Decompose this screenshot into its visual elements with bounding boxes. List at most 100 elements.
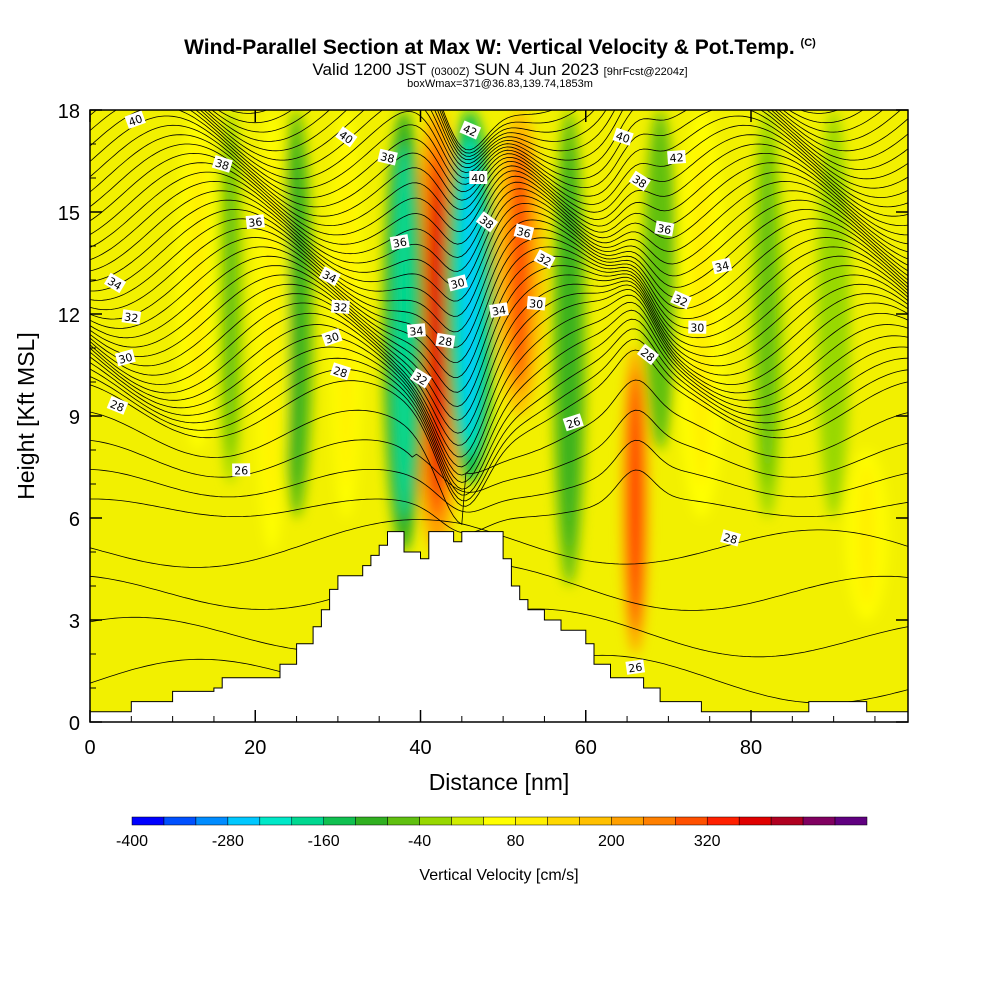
colorbar-swatch-3: [227, 816, 261, 826]
theta-contour-8: [90, 309, 908, 483]
colorbar-tick-0: -400: [116, 833, 148, 850]
theta-contour-32: [90, 110, 908, 189]
theta-label-32: 32: [670, 290, 692, 310]
colorbar-swatch-1: [163, 816, 197, 826]
theta-contour-29: [90, 134, 908, 217]
theta-label-bg-35: [720, 529, 741, 547]
theta-label-text-10: 36: [392, 235, 408, 250]
colorbar-swatch-2: [195, 816, 229, 826]
velocity-core-3-1: [462, 156, 478, 438]
theta-label-text-25: 30: [529, 297, 544, 311]
theta-label-33: 30: [688, 320, 707, 335]
theta-label-text-23: 34: [491, 304, 507, 319]
colorbar-swatch-4: [259, 816, 293, 826]
y-axis-label: Height [Kft MSL]: [13, 332, 39, 499]
colorbar-tick-6: 320: [694, 833, 721, 850]
theta-label-bg-7: [232, 463, 251, 477]
theta-contour-17: [90, 246, 908, 378]
theta-label-text-20: 40: [471, 172, 485, 185]
colorbar-swatch-0: [131, 816, 165, 826]
theta-label-text-2: 36: [248, 216, 263, 230]
colorbar-swatch-19: [738, 816, 772, 826]
theta-label-bg-28: [667, 149, 686, 165]
colorbar-swatch-18: [706, 816, 740, 826]
theta-label-16: 32: [409, 367, 432, 389]
theta-contour-13: [90, 280, 908, 434]
theta-label-bg-26: [562, 413, 584, 432]
theta-label-22: 36: [513, 223, 535, 241]
theta-contour-28: [90, 143, 908, 227]
theta-contour-33: [90, 110, 908, 180]
x-tick-label-0: 0: [84, 737, 95, 759]
theta-label-bg-29: [628, 170, 651, 192]
y-tick-label-6: 18: [58, 101, 80, 123]
theta-label-text-6: 28: [108, 398, 126, 415]
velocity-core-11-0: [263, 143, 281, 519]
theta-contour-4: [90, 349, 908, 507]
colorbar-swatch-21: [802, 816, 836, 826]
theta-contour-36: [203, 110, 908, 164]
colorbar-tick-5: 200: [598, 833, 625, 850]
x-tick-label-2: 40: [409, 737, 431, 759]
colorbar-tick-3: -40: [408, 833, 431, 850]
theta-label-bg-4: [121, 309, 142, 325]
x-tick-label-4: 80: [740, 737, 762, 759]
velocity-core-10-0: [187, 135, 208, 425]
theta-label-text-7: 26: [234, 464, 248, 477]
theta-label-bg-27: [612, 127, 634, 146]
velocity-core-6-0: [560, 145, 578, 551]
theta-label-20: 40: [469, 171, 488, 185]
chart-title: Wind-Parallel Section at Max W: Vertical…: [0, 36, 1000, 60]
colorbar-swatch-22: [834, 816, 868, 826]
theta-contour-11: [90, 288, 908, 458]
theta-label-text-1: 38: [213, 157, 230, 174]
theta-label-30: 36: [654, 220, 675, 237]
theta-label-3: 34: [103, 272, 127, 294]
theta-label-bg-20: [469, 171, 488, 184]
colorbar-swatch-13: [547, 816, 580, 826]
theta-label-text-17: 28: [437, 334, 453, 349]
theta-label-28: 42: [667, 149, 686, 165]
y-tick-label-5: 15: [58, 203, 80, 225]
theta-label-15: 34: [406, 323, 426, 339]
theta-contour-6: [90, 328, 908, 496]
theta-label-bg-1: [211, 155, 233, 173]
theta-label-bg-11: [318, 266, 341, 287]
theta-contour-9: [90, 301, 908, 476]
theta-label-19: 42: [459, 120, 482, 140]
theta-label-bg-12: [331, 299, 350, 314]
colorbar-swatch-7: [355, 816, 388, 826]
y-tick-label-0: 0: [69, 713, 80, 735]
chart-title-text: Wind-Parallel Section at Max W: Vertical…: [184, 36, 795, 59]
theta-contour-34: [90, 110, 908, 174]
terrain-profile: [89, 531, 909, 723]
theta-label-25: 30: [526, 296, 546, 311]
theta-contour-40: [228, 110, 839, 151]
forecast-info: [9hrFcst@2204z]: [603, 66, 688, 78]
theta-label-text-12: 32: [333, 301, 348, 315]
theta-label-0: 40: [124, 110, 146, 129]
theta-label-text-15: 34: [409, 324, 424, 338]
theta-label-text-5: 30: [117, 351, 134, 367]
theta-label-36: 26: [625, 659, 646, 676]
theta-label-bg-10: [389, 234, 410, 251]
theta-label-bg-25: [526, 296, 546, 311]
theta-label-bg-16: [409, 367, 432, 389]
theta-label-29: 38: [628, 170, 651, 192]
theta-contour-labels: 40 38 36 34 32 30 28 26 40 38 36 34 32 30 28 34 32 28 30 42…: [103, 110, 741, 676]
theta-label-bg-13: [321, 328, 343, 347]
box-wmax-info: boxWmax=371@36.83,139.74,1853m: [407, 78, 593, 90]
theta-label-7: 26: [232, 463, 251, 478]
theta-label-35: 28: [720, 529, 741, 547]
theta-label-2: 36: [245, 214, 265, 230]
theta-contour-31: [90, 115, 908, 198]
theta-label-5: 30: [114, 349, 136, 367]
theta-label-text-32: 32: [672, 292, 690, 310]
theta-label-bg-21: [475, 211, 499, 233]
theta-label-1: 38: [211, 155, 233, 174]
colorbar-swatch-5: [291, 816, 324, 826]
y-tick-label-1: 3: [69, 611, 80, 633]
y-tick-label-3: 9: [69, 407, 80, 429]
theta-label-text-0: 40: [127, 112, 145, 129]
colorbar-swatch-16: [643, 816, 676, 826]
